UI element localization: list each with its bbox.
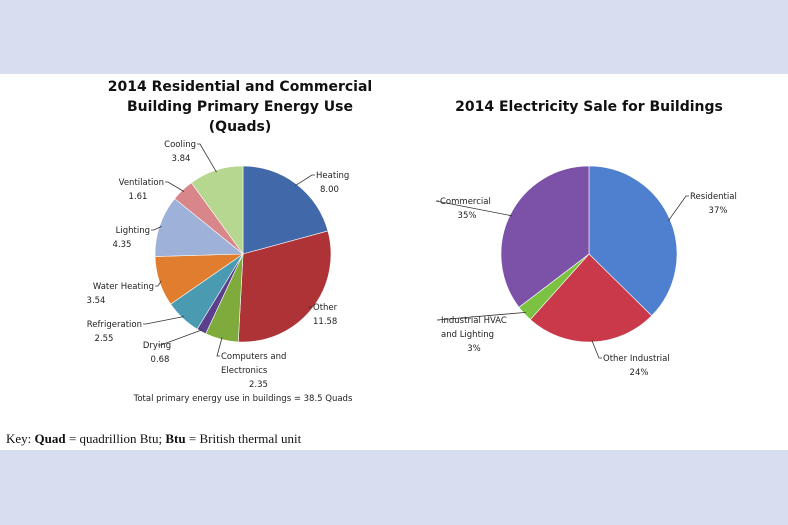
slice-label-ventilation: Ventilation [119, 178, 164, 188]
key-btu-term: Btu [165, 431, 186, 446]
pie-charts-svg: Heating 8.00 Other 11.58 Computers and Electr… [87, 140, 737, 404]
pie-slice-heating [242, 165, 329, 255]
slice-label-other-industrial: Other Industrial [603, 354, 670, 364]
key-quad-term: Quad [34, 431, 66, 446]
leader-line-computers-and-electronics [216, 337, 223, 357]
slice-label-computers-and-electronics: Electronics [221, 366, 268, 376]
pie-slice-other-industrial [529, 253, 653, 343]
chart-title-line-2: Building Primary Energy Use (Quads) [127, 99, 353, 135]
leader-line-commercial [435, 200, 512, 217]
total-energy-footnote: Total primary energy use in buildings = … [133, 394, 353, 404]
slice-value-other-industrial: 24% [630, 368, 649, 378]
chart-title-line-1: 2014 Residential and Commercial [107, 79, 373, 95]
leader-line-refrigeration [143, 316, 185, 325]
leader-line-other [308, 306, 312, 309]
slice-value-commercial: 35% [458, 211, 477, 221]
chart-title-energy-use: 2014 Residential and Commercial Building… [100, 77, 380, 137]
leader-line-industrial-hvac-and-lighting [436, 312, 526, 321]
pie-slice-other [237, 230, 332, 343]
figure-panel: 2014 Residential and Commercial Building… [0, 74, 788, 450]
leader-line-drying [158, 329, 203, 346]
leader-line-ventilation [165, 181, 185, 192]
pie-slice-residential [588, 165, 678, 317]
leader-line-cooling [197, 143, 217, 173]
slice-value-water-heating: 3.54 [87, 296, 106, 306]
key-note: Key: Quad = quadrillion Btu; Btu = Briti… [6, 431, 301, 447]
slice-label-lighting: Lighting [116, 226, 150, 236]
slice-value-residential: 37% [709, 206, 728, 216]
key-prefix: Key: [6, 431, 35, 446]
slice-label-other: Other [313, 303, 338, 313]
slice-value-heating: 8.00 [320, 185, 339, 195]
leader-line-lighting [151, 226, 162, 231]
slice-label-industrial-hvac-and-lighting: Industrial HVAC [441, 316, 507, 326]
slice-value-cooling: 3.84 [172, 154, 191, 164]
slice-value-refrigeration: 2.55 [95, 334, 114, 344]
slice-value-drying: 0.68 [151, 355, 170, 365]
leader-line-water-heating [155, 280, 162, 287]
slice-label-commercial: Commercial [440, 197, 491, 207]
slice-label-heating: Heating [316, 171, 349, 181]
leader-line-heating [294, 174, 315, 187]
slice-label-cooling: Cooling [164, 140, 196, 150]
slice-label-water-heating: Water Heating [93, 282, 154, 292]
slice-value-ventilation: 1.61 [129, 192, 148, 202]
pie-slice-commercial [500, 165, 590, 308]
slice-label-refrigeration: Refrigeration [87, 320, 142, 330]
leader-line-other-industrial [591, 339, 602, 359]
leader-line-residential [667, 195, 689, 222]
slice-label-drying: Drying [143, 341, 171, 351]
slice-label-residential: Residential [690, 192, 737, 202]
slice-value-lighting: 4.35 [113, 240, 132, 250]
chart-title-electricity-sale: 2014 Electricity Sale for Buildings [455, 99, 723, 115]
pie-slice-cooling [190, 165, 244, 255]
slice-value-computers-and-electronics: 2.35 [249, 380, 268, 390]
slice-value-industrial-hvac-and-lighting: 3% [467, 344, 481, 354]
key-quad-definition: = quadrillion Btu; [65, 431, 166, 446]
slice-label-industrial-hvac-and-lighting: and Lighting [441, 330, 494, 340]
key-btu-definition: = British thermal unit [185, 431, 302, 446]
slice-value-other: 11.58 [313, 317, 337, 327]
slice-label-computers-and-electronics: Computers and [221, 352, 286, 362]
